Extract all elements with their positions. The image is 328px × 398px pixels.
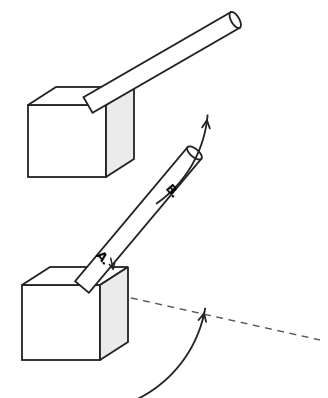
Polygon shape	[84, 12, 240, 113]
Text: A.: A.	[92, 249, 112, 268]
Polygon shape	[22, 285, 100, 360]
Polygon shape	[100, 267, 128, 360]
Text: B.: B.	[161, 183, 180, 202]
Polygon shape	[22, 267, 128, 285]
Ellipse shape	[230, 12, 241, 28]
Polygon shape	[28, 105, 106, 177]
Ellipse shape	[187, 146, 202, 160]
Polygon shape	[106, 87, 134, 177]
Polygon shape	[28, 87, 134, 105]
Polygon shape	[75, 147, 201, 293]
